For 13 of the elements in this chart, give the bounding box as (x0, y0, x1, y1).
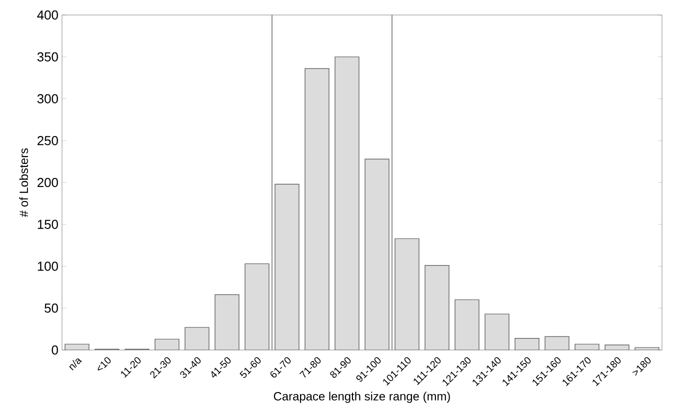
y-tick-label: 150 (38, 220, 58, 229)
x-tick-label: n/a (69, 358, 82, 370)
x-axis-title: Carapace length size range (mm) (274, 392, 450, 403)
y-tick-label: 50 (44, 304, 58, 313)
y-axis-title: # of Lobsters (19, 148, 28, 218)
y-tick-label: 300 (37, 94, 58, 104)
y-tick-label: 250 (38, 136, 58, 146)
y-tick-label: 0 (52, 345, 58, 355)
x-tick-label: <10 (98, 357, 111, 370)
y-tick-label: 350 (37, 52, 58, 62)
y-tick-label: 100 (38, 262, 58, 271)
y-tick-label: 400 (37, 10, 58, 20)
y-tick-label: 200 (38, 178, 58, 188)
